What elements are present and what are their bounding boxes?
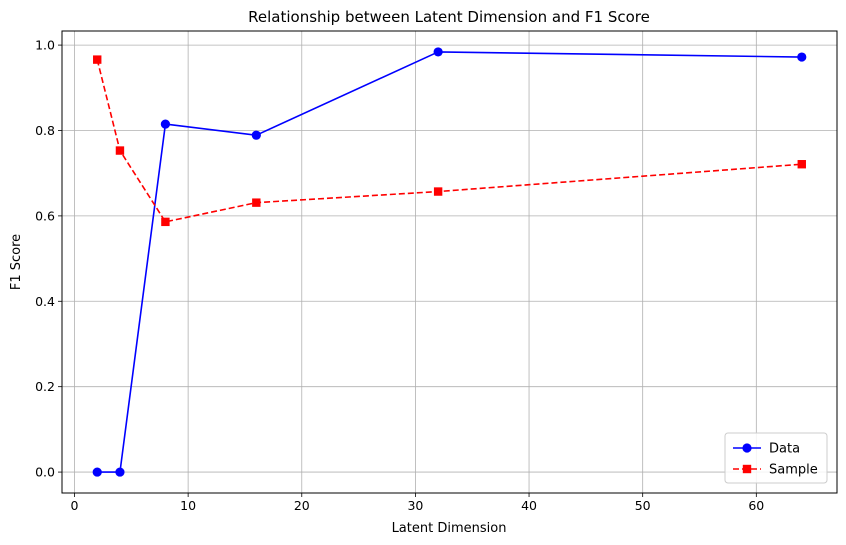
x-axis-label: Latent Dimension <box>392 521 507 536</box>
y-tick-label: 1.0 <box>35 38 55 53</box>
legend: Data Sample <box>724 432 828 484</box>
data-point-data <box>251 130 261 140</box>
axis-ticks: 0 10 20 30 40 50 60 0.0 0.2 0.4 0.6 0.8 1.0 <box>35 38 764 513</box>
data-point-data <box>160 119 171 129</box>
x-tick-label: 20 <box>294 498 310 513</box>
plot-series <box>92 47 807 477</box>
y-tick-label: 0.8 <box>35 123 55 138</box>
y-tick-label: 0.0 <box>35 465 55 480</box>
grid <box>62 31 837 493</box>
x-tick-label: 30 <box>407 498 423 513</box>
x-tick-label: 10 <box>180 498 196 513</box>
data-point-data <box>92 467 102 477</box>
series-line-sample <box>96 59 802 223</box>
plot-frame <box>61 30 838 494</box>
data-point-sample <box>433 187 443 196</box>
x-tick-label: 0 <box>71 498 79 513</box>
legend-marker-data <box>742 443 752 453</box>
data-point-sample <box>161 217 170 227</box>
y-tick-label: 0.4 <box>35 294 55 309</box>
data-point-sample <box>93 55 102 64</box>
y-tick-label: 0.6 <box>35 208 55 223</box>
chart-title: Relationship between Latent Dimension an… <box>248 8 650 26</box>
x-tick-label: 50 <box>635 498 651 513</box>
legend-label-data: Data <box>769 442 800 457</box>
data-point-data <box>797 52 807 62</box>
legend-label-sample: Sample <box>769 463 818 478</box>
legend-marker-sample <box>742 464 752 474</box>
data-point-sample <box>797 160 806 169</box>
data-point-data <box>433 47 443 57</box>
data-point-sample <box>115 146 125 155</box>
data-point-sample <box>252 198 261 207</box>
y-axis-label: F1 Score <box>9 234 24 290</box>
x-tick-label: 40 <box>521 498 537 513</box>
y-tick-label: 0.2 <box>35 379 55 394</box>
data-point-data <box>115 467 125 477</box>
x-tick-label: 60 <box>748 498 764 513</box>
